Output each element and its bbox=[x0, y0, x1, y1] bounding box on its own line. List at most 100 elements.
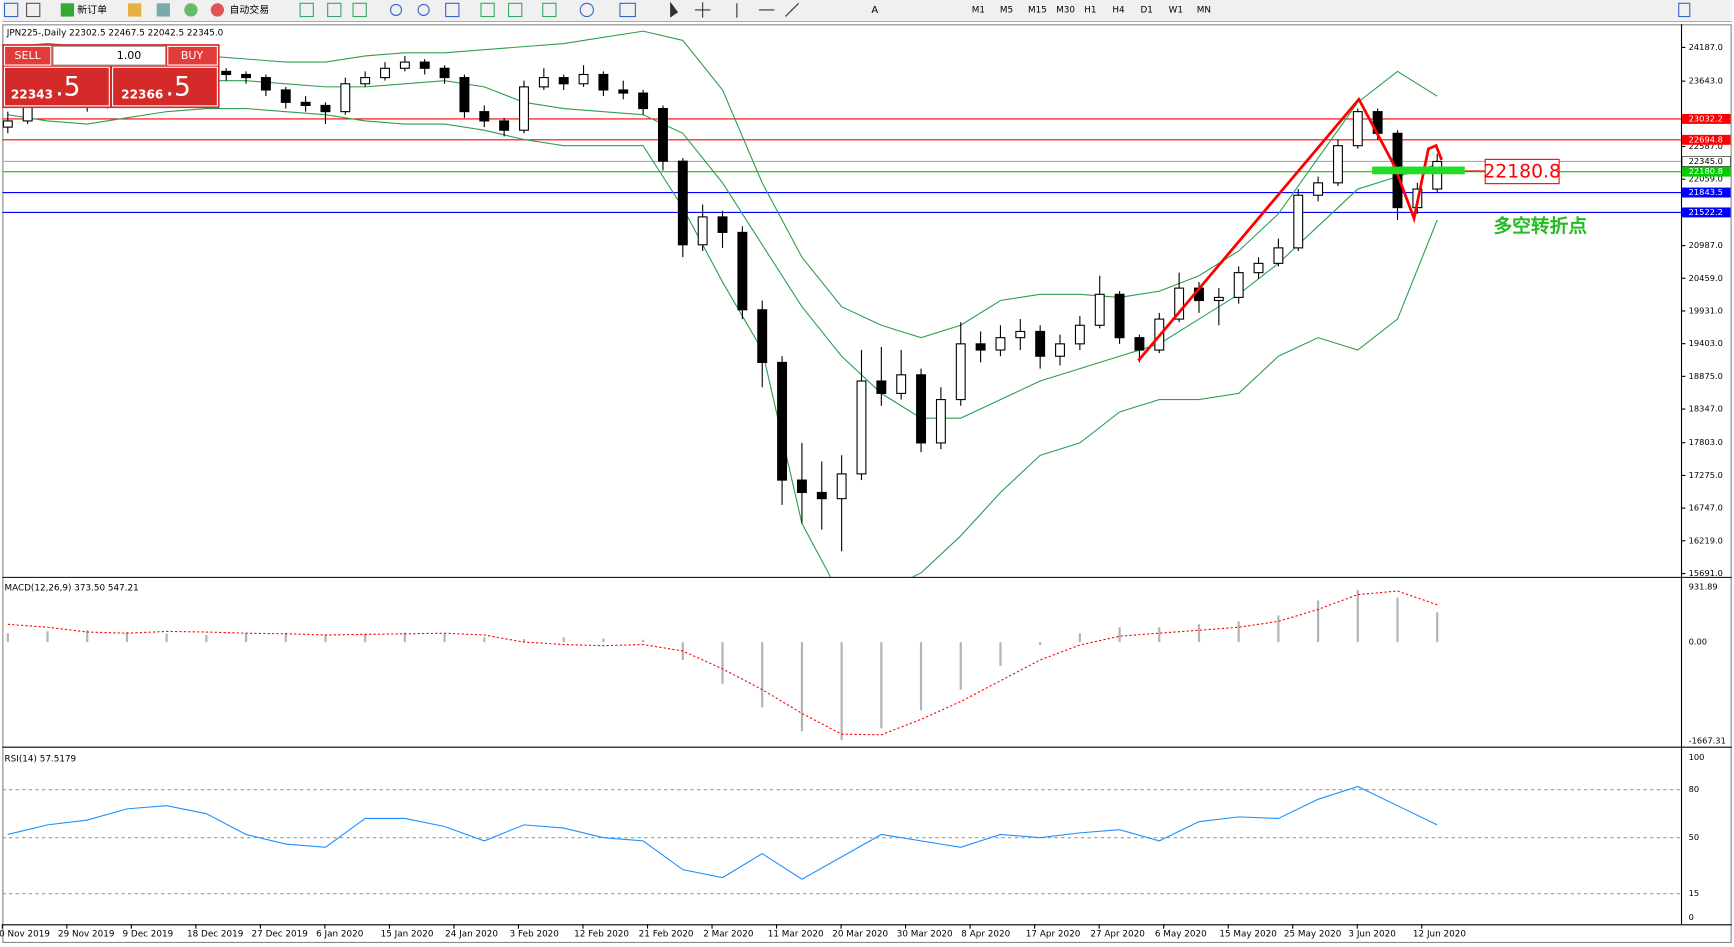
candle-body bbox=[1174, 287, 1185, 320]
candle-body bbox=[598, 73, 609, 91]
search-button[interactable] bbox=[1678, 2, 1691, 18]
candle-body bbox=[1432, 160, 1443, 190]
macd-tick-label: -1667.31 bbox=[1689, 736, 1726, 746]
candle-body bbox=[1035, 330, 1046, 357]
text-tool[interactable]: A bbox=[871, 5, 878, 16]
rsi-line bbox=[7, 785, 1438, 880]
toolbar-button[interactable] bbox=[3, 2, 19, 18]
date-label: 11 Mar 2020 bbox=[768, 930, 824, 940]
date-label: 24 Jan 2020 bbox=[445, 930, 498, 940]
bollinger-upper bbox=[7, 30, 1438, 339]
candle-body bbox=[856, 380, 867, 475]
timeframe-bar: M1 M5 M15 M30 H1 H4 D1 W1 MN bbox=[972, 5, 1211, 15]
candle-body bbox=[657, 107, 668, 162]
date-label: 21 Feb 2020 bbox=[639, 930, 694, 940]
axes: 24187.0 23643.0 22587.0 22059.0 20987.0 20459… bbox=[0, 42, 1731, 940]
candle-body bbox=[1313, 182, 1324, 196]
date-label: 29 Nov 2019 bbox=[58, 930, 114, 940]
current-price-tag bbox=[1681, 156, 1731, 167]
level-tag bbox=[1682, 166, 1731, 177]
sell-price-frac[interactable]: .5 bbox=[55, 72, 80, 103]
candle-body bbox=[1253, 262, 1264, 274]
lot-value[interactable]: 1.00 bbox=[117, 49, 142, 62]
candle-body bbox=[221, 70, 232, 76]
level-tag-label: 22694.8 bbox=[1689, 134, 1723, 144]
new-order-button[interactable]: 新订单 bbox=[77, 3, 107, 16]
sell-button[interactable] bbox=[3, 45, 52, 66]
candle-body bbox=[399, 61, 410, 69]
candle-body bbox=[876, 380, 887, 394]
candle-body bbox=[916, 374, 927, 444]
date-label: 3 Feb 2020 bbox=[510, 930, 560, 940]
candle-body bbox=[777, 361, 788, 481]
callout-text: 22180.8 bbox=[1483, 162, 1560, 183]
rsi-panel bbox=[2, 785, 1681, 895]
timeframe-button[interactable]: M15 bbox=[1028, 5, 1047, 15]
candle-body bbox=[320, 104, 331, 113]
y-tick-label: 19403.0 bbox=[1689, 338, 1723, 348]
timeframe-button[interactable]: M1 bbox=[972, 5, 985, 15]
timeframe-button[interactable]: H1 bbox=[1084, 5, 1096, 15]
timeframe-button[interactable]: D1 bbox=[1141, 5, 1153, 15]
candle-body bbox=[737, 231, 748, 311]
macd-label: MACD(12,26,9) 373.50 547.21 bbox=[5, 583, 139, 593]
toolbar-button[interactable] bbox=[156, 3, 170, 17]
candle-body bbox=[677, 160, 688, 246]
timeframe-button[interactable]: M5 bbox=[1000, 5, 1013, 15]
timeframe-button[interactable]: W1 bbox=[1169, 5, 1183, 15]
timeframe-button[interactable]: MN bbox=[1197, 5, 1211, 15]
candle-body bbox=[697, 216, 708, 246]
toolbar-button[interactable] bbox=[26, 2, 41, 18]
y-tick-label: 22587.0 bbox=[1689, 141, 1723, 151]
candle-body bbox=[1015, 330, 1026, 339]
level-tag bbox=[1682, 113, 1731, 124]
auto-trading-button[interactable]: 自动交易 bbox=[230, 3, 270, 16]
candle-body bbox=[1213, 296, 1224, 302]
timeframe-button[interactable]: M30 bbox=[1056, 5, 1075, 15]
drawn-annotations: 22180.8 多空转折点 bbox=[1137, 96, 1587, 362]
candle-body bbox=[935, 399, 946, 444]
sell-label[interactable]: SELL bbox=[15, 49, 42, 62]
candle-body bbox=[1055, 343, 1065, 357]
candle-body bbox=[638, 92, 649, 110]
rsi-label: RSI(14) 57.5179 bbox=[5, 754, 77, 764]
y-tick-label: 15691.0 bbox=[1689, 568, 1723, 578]
candle-body bbox=[757, 309, 768, 363]
buy-label[interactable]: BUY bbox=[181, 49, 204, 62]
buy-price-box[interactable] bbox=[112, 66, 218, 107]
date-label: 9 Dec 2019 bbox=[123, 930, 174, 940]
buy-price-frac[interactable]: .5 bbox=[166, 72, 191, 103]
y-tick-label: 17803.0 bbox=[1689, 437, 1723, 447]
y-tick-label: 18875.0 bbox=[1689, 371, 1723, 381]
toolbar-button[interactable] bbox=[184, 3, 198, 17]
auto-trading-icon[interactable] bbox=[210, 3, 224, 17]
buy-button[interactable] bbox=[167, 45, 218, 66]
y-tick-label: 16219.0 bbox=[1689, 535, 1723, 545]
timeframe-button[interactable]: H4 bbox=[1112, 5, 1125, 15]
candle-body bbox=[995, 337, 1006, 351]
lot-input[interactable] bbox=[52, 45, 167, 66]
candle-body bbox=[1332, 145, 1343, 184]
candle-body bbox=[1094, 293, 1105, 326]
candle-body bbox=[2, 120, 13, 128]
date-label: 15 Jan 2020 bbox=[381, 930, 434, 940]
date-label: 20 Mar 2020 bbox=[832, 930, 888, 940]
toolbar-button[interactable] bbox=[128, 3, 142, 17]
y-tick-label: 20459.0 bbox=[1689, 273, 1723, 283]
candle-body bbox=[836, 473, 847, 500]
candle-body bbox=[1273, 247, 1284, 264]
y-tick-label: 19931.0 bbox=[1689, 305, 1723, 315]
candle-body bbox=[300, 101, 311, 106]
y-tick-label: 22059.0 bbox=[1689, 174, 1723, 184]
buy-price[interactable]: 22366 bbox=[121, 87, 163, 101]
level-tag bbox=[1682, 207, 1731, 218]
candle-body bbox=[578, 73, 589, 85]
date-label: 3 Jun 2020 bbox=[1348, 930, 1396, 940]
candle-body bbox=[538, 77, 549, 88]
candle-body bbox=[439, 67, 450, 79]
sell-price[interactable]: 22343 bbox=[11, 87, 53, 101]
chart-frame bbox=[2, 24, 1732, 943]
sell-price-box[interactable] bbox=[3, 66, 110, 107]
new-order-icon[interactable] bbox=[60, 3, 74, 17]
